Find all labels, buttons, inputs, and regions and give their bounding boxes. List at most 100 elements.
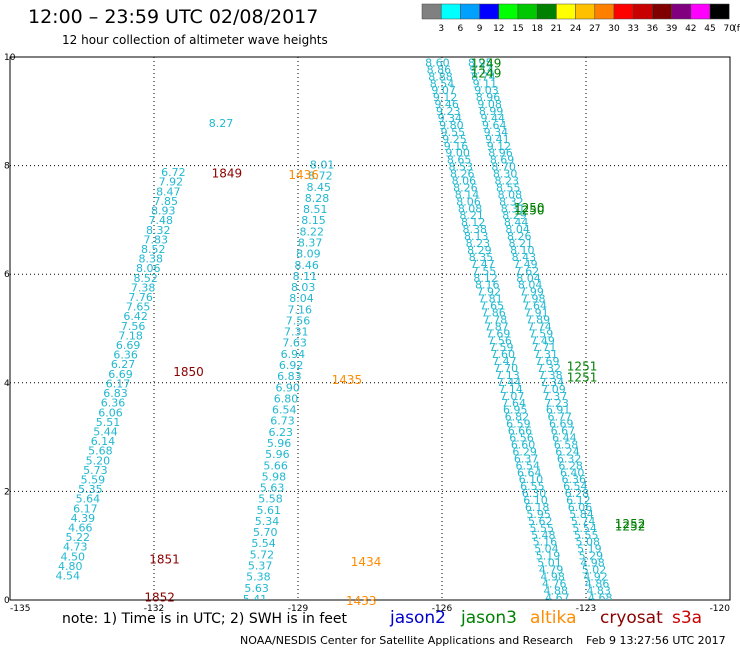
wave-height-value: 8.04 bbox=[289, 292, 314, 305]
wave-height-value: 7.23 bbox=[544, 397, 569, 410]
legend-swatch bbox=[709, 3, 730, 20]
wave-height-value: 5.41 bbox=[243, 593, 268, 606]
wave-height-value: 6.67 bbox=[551, 425, 576, 438]
wave-height-value: 7.89 bbox=[526, 313, 551, 326]
wave-height-value: 7.86 bbox=[481, 306, 506, 319]
wave-height-value: 7.38 bbox=[538, 369, 563, 382]
wave-height-value: 5.96 bbox=[265, 448, 290, 461]
y-tick-label: 10 bbox=[4, 53, 16, 63]
wave-height-value: 6.14 bbox=[91, 435, 116, 448]
y-tick-label: 2 bbox=[4, 487, 10, 497]
pass-time-label: 1252 bbox=[615, 517, 646, 531]
wave-height-value: 9.07 bbox=[431, 84, 456, 97]
wave-height-value: 5.34 bbox=[255, 515, 280, 528]
wave-height-value: 5.59 bbox=[81, 474, 106, 487]
wave-height-value: 7.62 bbox=[515, 265, 540, 278]
legend-swatch bbox=[652, 3, 672, 20]
wave-height-value: 8.54 bbox=[430, 77, 455, 90]
x-tick-label: -129 bbox=[288, 604, 309, 614]
wave-height-value: 5.20 bbox=[86, 454, 111, 467]
wave-height-value: 6.69 bbox=[116, 339, 141, 352]
wave-height-value: 8.01 bbox=[310, 159, 335, 172]
wave-height-value: 5.84 bbox=[569, 508, 594, 521]
wave-height-value: 8.44 bbox=[504, 216, 528, 229]
wave-height-value: 7.14 bbox=[498, 383, 523, 396]
wave-height-value: 8.95 bbox=[468, 56, 493, 69]
wave-height-value: 8.22 bbox=[300, 225, 325, 238]
legend-label: 21 bbox=[551, 24, 562, 34]
wave-height-value: 8.51 bbox=[303, 203, 328, 216]
wave-height-value: 6.17 bbox=[106, 377, 131, 390]
satellite-label-cryosat: cryosat bbox=[600, 608, 663, 628]
wave-height-value: 9.23 bbox=[436, 105, 461, 118]
wave-height-value: 9.08 bbox=[477, 98, 502, 111]
wave-height-value: 6.83 bbox=[277, 370, 302, 383]
wave-height-value: 9.12 bbox=[487, 140, 512, 153]
wave-height-value: 5.01 bbox=[537, 557, 562, 570]
wave-height-value: 8.35 bbox=[469, 251, 494, 264]
wave-height-value: 7.92 bbox=[477, 286, 502, 299]
wave-height-value: 6.06 bbox=[568, 501, 593, 514]
legend-label: 24 bbox=[570, 24, 582, 34]
wave-height-value: 5.64 bbox=[76, 493, 101, 506]
wave-height-value: 7.74 bbox=[527, 320, 552, 333]
wave-height-value: 8.04 bbox=[516, 272, 541, 285]
wave-height-value: 6.10 bbox=[519, 473, 544, 486]
wave-height-value: 5.55 bbox=[574, 529, 599, 542]
y-tick-label: 4 bbox=[4, 379, 10, 389]
wave-height-value: 8.21 bbox=[509, 237, 534, 250]
legend-swatch bbox=[440, 3, 461, 20]
wave-height-value: 8.29 bbox=[467, 244, 492, 257]
wave-height-value: 4.88 bbox=[544, 584, 569, 597]
grid-lines bbox=[10, 57, 730, 600]
wave-height-value: 7.69 bbox=[486, 327, 511, 340]
pass-time-label: 1249 bbox=[471, 57, 502, 71]
wave-height-value: 6.95 bbox=[503, 404, 528, 417]
satellite-label-s3a: s3a bbox=[672, 608, 703, 628]
x-tick-label: -123 bbox=[576, 604, 596, 614]
wave-height-value: 6.83 bbox=[103, 387, 128, 400]
wave-height-value: 8.52 bbox=[133, 272, 158, 285]
wave-height-value: 5.70 bbox=[253, 526, 278, 539]
pass-time-labels: 1852 1851 1850 1849 1433 1434 1435 1436 12491249… bbox=[144, 57, 645, 609]
wave-height-value: 8.09 bbox=[296, 248, 321, 261]
wave-height-value: 8.12 bbox=[473, 272, 498, 285]
wave-height-value: 5.63 bbox=[244, 582, 269, 595]
legend-label: 18 bbox=[531, 24, 543, 34]
wave-height-value: 7.49 bbox=[513, 258, 538, 271]
y-tick-label: 6 bbox=[4, 270, 10, 280]
wave-height-value: 8.47 bbox=[156, 185, 181, 198]
x-tick-label: -126 bbox=[432, 604, 453, 614]
wave-height-value: 5.61 bbox=[256, 504, 281, 517]
wave-height-value: 7.34 bbox=[540, 376, 565, 389]
wave-height-value: 6.55 bbox=[520, 480, 545, 493]
wave-height-value: 6.80 bbox=[274, 392, 299, 405]
wave-height-value: 4.67 bbox=[545, 591, 570, 604]
wave-height-value: 6.32 bbox=[557, 452, 582, 465]
legend-swatch bbox=[421, 3, 442, 20]
wave-height-value: 7.64 bbox=[523, 300, 548, 313]
wave-height-value: 8.03 bbox=[291, 281, 316, 294]
wave-height-value: 8.38 bbox=[138, 253, 163, 266]
wave-height-value: 5.37 bbox=[248, 559, 273, 572]
wave-height-value: 7.31 bbox=[284, 326, 309, 339]
wave-height-value: 5.54 bbox=[251, 537, 276, 550]
wave-height-value: 7.55 bbox=[472, 265, 497, 278]
wave-height-value: 8.31 bbox=[501, 202, 526, 215]
wave-height-value: 8.13 bbox=[464, 230, 489, 243]
wave-height-value: 7.92 bbox=[159, 176, 184, 189]
legend-label: 70 bbox=[723, 24, 735, 34]
wave-height-value: 5.51 bbox=[96, 416, 121, 429]
legend-label: 12 bbox=[493, 24, 504, 34]
legend-swatch bbox=[556, 3, 576, 20]
wave-height-value: 8.99 bbox=[479, 105, 504, 118]
wave-height-value: 6.17 bbox=[73, 502, 98, 515]
pass-time-label: 1252 bbox=[615, 520, 646, 534]
legend-label: 39 bbox=[666, 24, 678, 34]
wave-height-value: 9.44 bbox=[480, 112, 505, 125]
pass-time-label: 1251 bbox=[567, 370, 598, 384]
wave-height-value: 6.40 bbox=[560, 466, 585, 479]
wave-height-value: 4.66 bbox=[68, 522, 93, 535]
